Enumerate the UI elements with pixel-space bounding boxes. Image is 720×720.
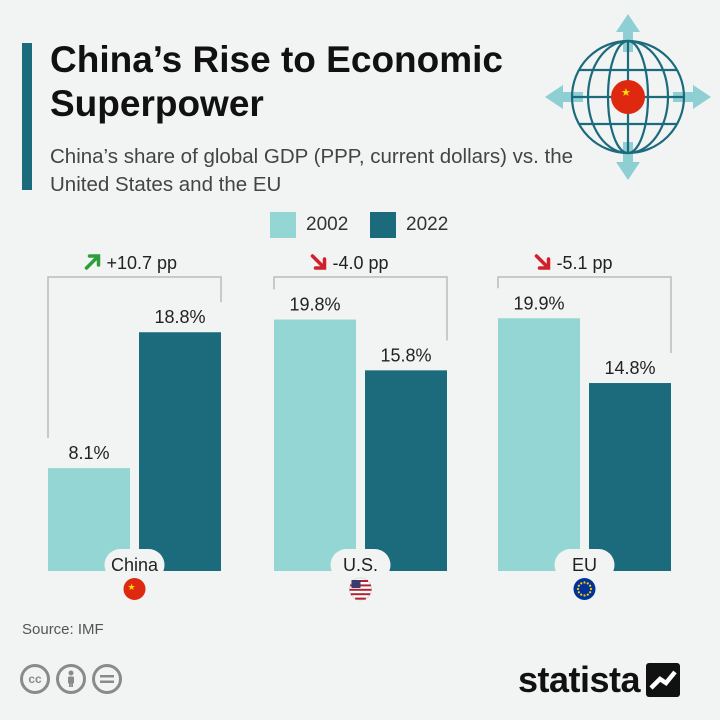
title-accent-bar (22, 43, 32, 190)
eu-flag-star (589, 587, 593, 591)
creative-commons-icon: cc (20, 664, 50, 694)
chart-title: China’s Rise to Economic Superpower (50, 39, 503, 124)
eu-flag-star (583, 581, 586, 584)
eu-flag-star (580, 582, 583, 585)
china-flag-icon (123, 578, 146, 600)
source-note: Source: IMF (22, 621, 104, 638)
eu-flag-star (577, 584, 580, 587)
bar-china-2022 (139, 332, 221, 571)
legend-swatch-2022 (370, 212, 396, 238)
bar-us-2002 (274, 319, 356, 571)
china-flag-star: ★ (128, 583, 136, 593)
change-label-eu: -5.1 pp (557, 253, 613, 273)
bar-chart: 8.1% 18.8% +10.7 pp China ★ 19.8% 15.8% -4.0 pp… (47, 253, 672, 601)
globe-icon: ★ (545, 14, 711, 180)
legend-item-2022: 2022 (370, 212, 448, 238)
us-flag-canton (351, 580, 361, 588)
eu-flag-star (576, 587, 580, 591)
chart-subtitle: China’s share of global GDP (PPP, curren… (50, 145, 574, 196)
value-label-eu-2022: 14.8% (604, 358, 655, 378)
us-flag-stripe (355, 597, 366, 600)
bar-eu-2002 (498, 318, 580, 571)
bracket-china (47, 276, 222, 439)
value-label-china-2002: 8.1% (68, 443, 109, 463)
category-label-us: U.S. (343, 555, 378, 575)
bar-eu-2022 (589, 383, 671, 571)
legend-label-2002: 2002 (306, 214, 349, 235)
category-pill-china (104, 549, 165, 581)
us-flag-stripe (350, 593, 371, 596)
eu-flag-star (580, 593, 583, 596)
category-label-china: China (111, 555, 159, 575)
value-label-china-2022: 18.8% (154, 307, 205, 327)
change-label-china: +10.7 pp (107, 253, 178, 273)
statista-mark-icon (646, 663, 681, 697)
value-label-eu-2002: 19.9% (513, 293, 564, 313)
eu-flag-star (583, 594, 586, 597)
eu-flag-star (589, 584, 592, 587)
bracket-eu (497, 276, 672, 354)
legend-label-2022: 2022 (406, 214, 449, 235)
value-label-us-2022: 15.8% (380, 345, 431, 365)
change-label-us: -4.0 pp (333, 253, 389, 273)
eu-flag-star (586, 593, 589, 596)
attribution-icon (56, 664, 86, 694)
eu-flag-star (589, 591, 592, 594)
category-label-eu: EU (572, 555, 597, 575)
category-pill-us (330, 549, 391, 581)
bar-us-2022 (365, 370, 447, 571)
arrow-up-icon (84, 254, 101, 270)
legend: 2002 2022 (0, 212, 720, 238)
no-derivatives-icon (92, 664, 122, 694)
legend-swatch-2002 (270, 212, 296, 238)
eu-flag-star (586, 582, 589, 585)
category-pill-eu (554, 549, 615, 581)
license-icons: cc (20, 664, 122, 694)
bracket-us (273, 276, 448, 341)
us-flag-stripe (349, 588, 372, 591)
brand-wordmark: statista (518, 659, 641, 700)
svg-text:★: ★ (621, 86, 631, 99)
arrow-down-icon (534, 254, 551, 270)
statista-logo[interactable]: statista (518, 659, 681, 700)
arrow-down-icon (310, 254, 327, 270)
eu-flag-icon (573, 578, 596, 600)
value-label-us-2002: 19.8% (289, 295, 340, 315)
legend-item-2002: 2002 (270, 212, 348, 238)
eu-flag-star (577, 591, 580, 594)
